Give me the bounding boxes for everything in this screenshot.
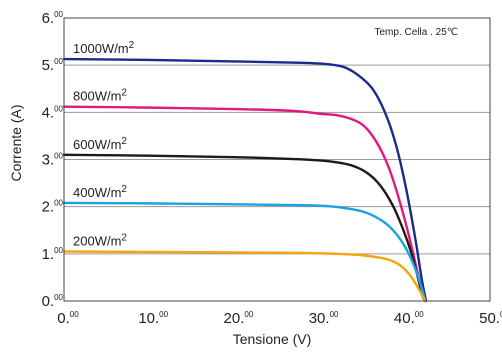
y-tick-label: 2.00 <box>42 199 64 216</box>
series-line-4 <box>62 250 427 303</box>
x-tick-label: 50.00 <box>479 310 502 327</box>
series-line-3 <box>62 201 427 303</box>
series-label-3: 400W/m2 <box>73 184 127 200</box>
series-lines <box>62 57 428 303</box>
plot-frame <box>63 17 491 302</box>
y-tick-label: 5.00 <box>42 57 64 74</box>
x-tick-label: 10.00 <box>138 310 168 327</box>
y-tick-label: 3.00 <box>42 152 64 169</box>
y-tick-label: 4.00 <box>42 104 64 121</box>
y-tick-label: 6.00 <box>42 10 64 27</box>
temperature-annotation: Temp. Cella . 25℃ <box>375 27 459 38</box>
series-label-1: 800W/m2 <box>73 88 127 104</box>
x-axis-title: Tensione (V) <box>233 331 312 347</box>
series-label-2: 600W/m2 <box>73 136 127 152</box>
series-label-4: 200W/m2 <box>73 232 127 248</box>
x-tick-label: 20.00 <box>224 310 254 327</box>
series-line-1 <box>62 105 427 303</box>
x-tick-labels: 0.00 10.00 20.00 30.00 40.00 50.00 <box>57 310 502 327</box>
x-tick-label: 30.00 <box>309 310 339 327</box>
x-tick-label: 0.00 <box>57 310 79 327</box>
x-tick-label: 40.00 <box>394 310 424 327</box>
series-line-0 <box>62 57 428 303</box>
y-tick-label: 1.00 <box>42 246 64 263</box>
y-tick-label: 0.00 <box>42 293 64 310</box>
y-axis-title: Corrente (A) <box>8 104 24 181</box>
series-labels: 1000W/m2 800W/m2 600W/m2 400W/m2 200W/m2 <box>73 40 135 248</box>
y-tick-labels: 0.00 1.00 2.00 3.00 4.00 5.00 6.00 <box>42 10 64 310</box>
series-label-0: 1000W/m2 <box>73 40 135 56</box>
